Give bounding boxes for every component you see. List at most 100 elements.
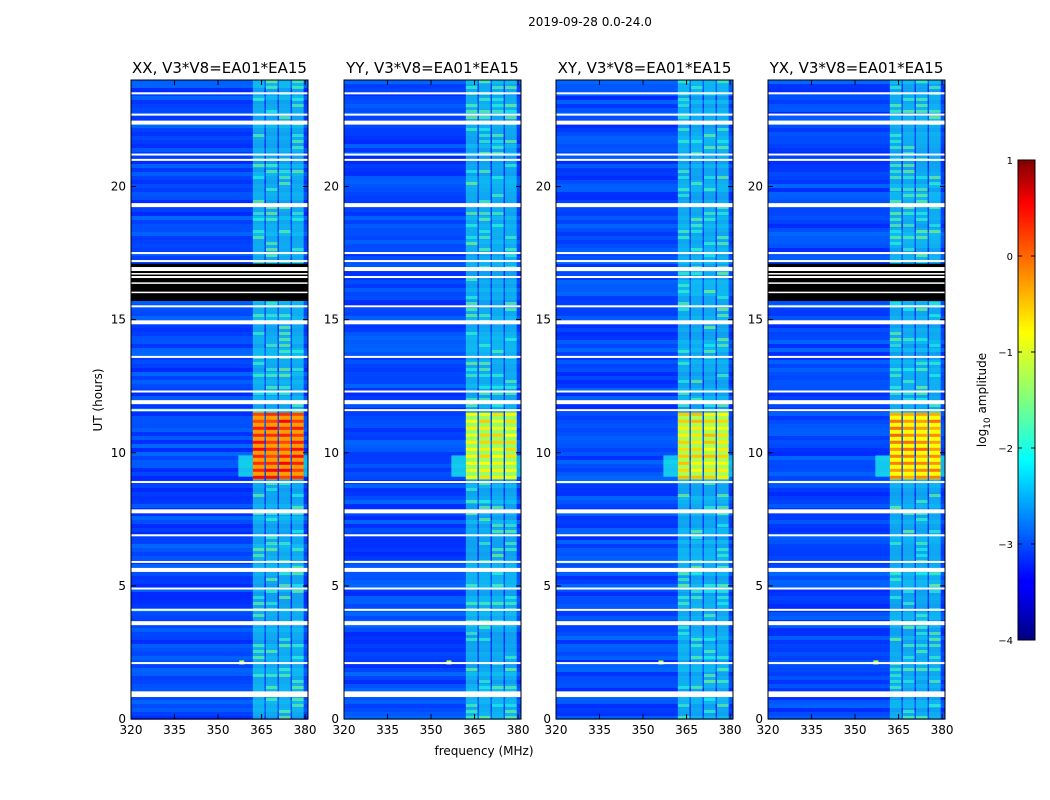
heatmap-noise-row: [344, 180, 521, 184]
heatmap-noise-row: [131, 708, 308, 712]
rfi-channel-row: [292, 146, 304, 149]
heatmap-noise-row: [344, 124, 521, 128]
y-tick-label: 20: [324, 180, 339, 194]
strong-signal-row: [703, 454, 716, 458]
y-tick-label: 0: [118, 712, 126, 726]
data-gap: [768, 608, 945, 611]
rfi-channel-row: [265, 488, 278, 491]
data-gap: [344, 400, 521, 405]
rfi-channel-row: [278, 350, 291, 353]
data-gap: [556, 567, 733, 572]
signal-halo: [303, 455, 308, 477]
rfi-channel-row: [677, 362, 690, 365]
rfi-channel-row: [690, 656, 703, 659]
rfi-channel-row: [478, 152, 491, 155]
heatmap-noise-row: [131, 160, 308, 164]
heatmap-noise-row: [131, 676, 308, 680]
colorbar-tick-label: −3: [998, 540, 1013, 551]
rfi-channel-row: [717, 206, 729, 209]
heatmap-noise-row: [768, 600, 945, 604]
heatmap-noise-row: [131, 132, 308, 136]
rfi-channel-row: [491, 146, 504, 149]
rfi-channel-row: [690, 224, 703, 227]
heatmap-noise-row: [556, 632, 733, 636]
heatmap-noise-row: [556, 244, 733, 248]
heatmap-noise-row: [131, 316, 308, 320]
rfi-channel-row: [902, 206, 915, 209]
rfi-channel-row: [292, 86, 304, 89]
rfi-channel-row: [465, 602, 478, 605]
y-tick-label: 10: [536, 446, 551, 460]
heatmap-noise-row: [556, 224, 733, 228]
heatmap-noise-row: [344, 496, 521, 500]
data-gap: [768, 153, 945, 156]
rfi-channel-row: [717, 584, 729, 587]
rfi-channel-row: [505, 248, 517, 251]
panel-yy: YY, V3*V8=EA01*EA15 320 335 350 365 380 0 5 10 15…: [324, 59, 530, 737]
heatmap-noise-row: [768, 712, 945, 716]
rfi-channel-row: [265, 698, 278, 701]
strong-signal-row: [292, 454, 304, 458]
data-gap: [344, 276, 521, 279]
heatmap-noise-row: [768, 428, 945, 432]
strong-signal-row: [717, 461, 729, 465]
data-gap: [344, 320, 521, 325]
rfi-channel-row: [717, 314, 729, 317]
heatmap-noise-row: [556, 332, 733, 336]
heatmap-noise-row: [768, 300, 945, 304]
rfi-channel-row: [252, 410, 265, 413]
rfi-channel-row: [265, 254, 278, 257]
data-gap: [768, 400, 945, 405]
heatmap-noise-row: [131, 108, 308, 112]
heatmap-noise-row: [344, 432, 521, 436]
heatmap-noise-row: [131, 428, 308, 432]
heatmap-noise-row: [131, 528, 308, 532]
rfi-channel-row: [690, 152, 703, 155]
rfi-channel-row: [902, 602, 915, 605]
rfi-channel-row: [717, 242, 729, 245]
rfi-channel-row: [491, 572, 504, 575]
heatmap-noise-row: [556, 524, 733, 528]
strong-signal-row: [265, 433, 278, 437]
heatmap-noise-row: [556, 100, 733, 104]
rfi-channel-row: [703, 350, 716, 353]
heatmap-noise-row: [344, 420, 521, 424]
strong-signal-row: [929, 440, 941, 444]
rfi-channel-row: [478, 398, 491, 401]
strong-signal-row: [889, 461, 902, 465]
heatmap-noise-row: [768, 136, 945, 140]
strong-signal-row: [278, 412, 291, 416]
rfi-channel-row: [929, 530, 941, 533]
heatmap-noise-row: [344, 672, 521, 676]
rfi-channel-row: [265, 482, 278, 485]
heatmap-noise-row: [344, 84, 521, 88]
data-gap: [131, 158, 308, 161]
heatmap-noise-row: [131, 524, 308, 528]
heatmap-noise-row: [556, 628, 733, 632]
heatmap-noise-row: [768, 216, 945, 220]
rfi-channel-row: [505, 668, 517, 671]
heatmap-noise-row: [131, 564, 308, 568]
heatmap-noise-row: [344, 184, 521, 188]
rfi-channel-row: [902, 152, 915, 155]
rfi-channel-row: [505, 386, 517, 389]
data-gap: [344, 113, 521, 116]
rfi-channel-row: [902, 194, 915, 197]
data-gap: [131, 203, 308, 208]
heatmap-noise-row: [768, 444, 945, 448]
rfi-channel-row: [505, 548, 517, 551]
heatmap-noise-row: [344, 484, 521, 488]
data-gap: [556, 409, 733, 412]
strong-signal-row: [465, 426, 478, 430]
x-tick-label: 365: [463, 723, 486, 737]
rfi-channel-row: [889, 164, 902, 167]
heatmap-noise-row: [344, 624, 521, 628]
strong-signal-row: [265, 412, 278, 416]
rfi-channel-row: [915, 212, 928, 215]
strong-signal-row: [491, 475, 504, 479]
strong-signal-block: [265, 412, 278, 480]
heatmap-noise-row: [768, 164, 945, 168]
heatmap-noise-row: [556, 336, 733, 340]
heatmap-noise-row: [768, 232, 945, 236]
heatmap-noise-row: [131, 516, 308, 520]
